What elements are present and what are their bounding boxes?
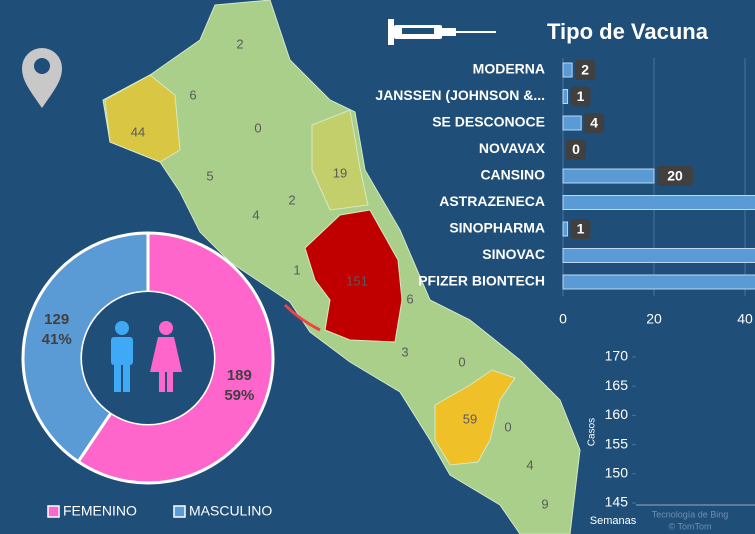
region — [304, 209, 403, 343]
coast — [283, 303, 321, 332]
y-axis-label: Casos — [587, 418, 598, 446]
y-tick-label: 145 — [605, 494, 629, 510]
x-tick-label: 0 — [559, 311, 567, 327]
value-box — [570, 219, 591, 239]
bar — [562, 248, 755, 263]
region-label: 5 — [206, 168, 213, 183]
slice-percent: 59% — [224, 387, 254, 404]
value-label: 20 — [667, 168, 683, 184]
bar — [562, 274, 755, 290]
category-label: SINOVAC — [482, 246, 545, 262]
y-tick-label: 150 — [605, 465, 629, 481]
slice-percent: 41% — [42, 331, 72, 348]
region-label: 0 — [458, 354, 465, 369]
location-icon — [22, 48, 62, 108]
category-label: SE DESCONOCE — [432, 114, 545, 130]
region-label: 3 — [401, 344, 408, 359]
map: 2 6 44 0 5 19 4 2 1 151 6 3 0 59 0 4 9 — [102, 0, 581, 534]
slice-value: 189 — [227, 367, 252, 384]
region-label: 2 — [288, 192, 295, 207]
slice-value: 129 — [44, 311, 69, 328]
region — [104, 74, 181, 163]
people-icon — [111, 321, 182, 392]
x-tick-label: 40 — [737, 311, 753, 327]
value-box — [657, 166, 693, 186]
value-box — [584, 113, 605, 133]
category-label: PFIZER BIONTECH — [418, 273, 545, 289]
bar — [562, 195, 755, 210]
region-label: 2 — [236, 36, 243, 51]
donut-slice — [21, 231, 150, 464]
region-label: 6 — [406, 291, 413, 306]
region-label: 0 — [254, 120, 261, 135]
region — [311, 109, 369, 211]
bars: 2140206016060 — [562, 60, 755, 290]
value-box — [566, 139, 586, 160]
legend-label: MASCULINO — [189, 503, 272, 519]
chart-title: Tipo de Vacuna — [547, 19, 709, 44]
y-tick-label: 160 — [605, 406, 629, 422]
category-label: SINOPHARMA — [449, 220, 545, 236]
region — [434, 369, 516, 466]
region-label: 19 — [333, 165, 347, 180]
syringe-icon — [388, 19, 496, 45]
value-box — [570, 86, 591, 107]
value-label: 2 — [581, 62, 589, 78]
y-tick-label: 155 — [605, 435, 629, 451]
value-label: 4 — [590, 115, 598, 131]
legend-swatch — [47, 505, 60, 518]
region-label: 4 — [252, 207, 259, 222]
donut-center — [82, 292, 214, 424]
bar — [562, 168, 655, 184]
x-axis-label: Semanas — [590, 515, 637, 527]
category-label: MODERNA — [473, 61, 545, 77]
value-box — [575, 60, 596, 80]
legend-label: FEMENINO — [63, 503, 137, 519]
region-label: 9 — [541, 496, 548, 511]
value-label: 0 — [572, 141, 580, 157]
y-tick-label: 170 — [605, 348, 629, 364]
bar — [562, 221, 569, 237]
region-label: 1 — [293, 262, 300, 277]
y-tick-label: 165 — [605, 377, 629, 393]
bar — [562, 62, 573, 78]
region-label: 59 — [463, 411, 477, 426]
value-label: 1 — [577, 221, 585, 237]
value-label: 1 — [577, 88, 585, 104]
x-tick-label: 20 — [646, 311, 662, 327]
region-label: 151 — [346, 273, 368, 288]
category-label: ASTRAZENECA — [439, 193, 545, 209]
region-label: 6 — [189, 87, 196, 102]
region-label: 0 — [504, 419, 511, 434]
legend-swatch — [173, 505, 186, 518]
region-label: 4 — [526, 457, 533, 472]
bar — [562, 89, 569, 104]
bar — [562, 115, 582, 131]
category-label: CANSINO — [480, 167, 545, 183]
map-attribution: © TomTom — [669, 521, 712, 531]
category-label: NOVAVAX — [479, 140, 546, 156]
map-attribution: Tecnología de Bing — [652, 509, 729, 519]
category-label: JANSSEN (JOHNSON &... — [375, 87, 545, 103]
region-label: 44 — [131, 124, 145, 139]
